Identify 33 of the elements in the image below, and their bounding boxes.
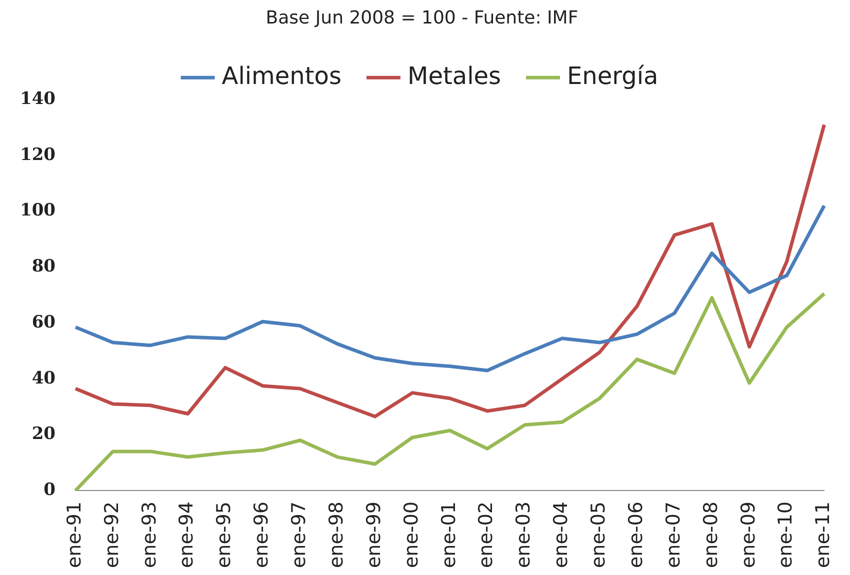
legend-label: Alimentos [222, 62, 342, 90]
y-tick-label: 80 [32, 256, 56, 277]
x-tick-label: ene-09 [737, 502, 760, 568]
x-tick-label: ene-94 [176, 502, 198, 568]
x-tick-label: ene-08 [700, 502, 722, 568]
x-tick-label: ene-01 [438, 502, 460, 568]
chart-subtitle: Base Jun 2008 = 100 - Fuente: IMF [266, 7, 578, 28]
y-tick-label: 20 [32, 424, 56, 444]
legend-label: Metales [407, 62, 502, 90]
x-tick-label: ene-93 [138, 502, 160, 568]
y-tick-label: 40 [32, 368, 56, 388]
x-tick-label: ene-97 [288, 502, 310, 568]
x-tick-label: ene-00 [400, 502, 422, 568]
x-tick-label: ene-11 [812, 502, 834, 568]
x-tick-label: ene-10 [774, 502, 797, 568]
x-tick-label: ene-91 [63, 502, 86, 568]
y-tick-label: 140 [20, 89, 56, 110]
x-tick-label: ene-92 [100, 502, 123, 568]
x-tick-label: ene-04 [550, 502, 572, 568]
x-tick-label: ene-95 [213, 502, 236, 568]
x-tick-label: ene-07 [662, 502, 684, 568]
x-tick-label: ene-06 [624, 502, 647, 568]
x-tick-label: ene-98 [325, 502, 348, 568]
y-tick-label: 60 [32, 312, 56, 332]
x-tick-label: ene-02 [475, 502, 498, 568]
y-tick-label: 0 [44, 480, 56, 500]
y-tick-label: 100 [20, 200, 56, 221]
x-tick-label: ene-96 [250, 502, 273, 568]
legend-label: Energía [567, 62, 658, 90]
x-tick-label: ene-05 [588, 502, 610, 568]
y-tick-label: 120 [20, 144, 56, 165]
x-tick-label: ene-03 [512, 502, 535, 568]
x-tick-label: ene-99 [362, 502, 385, 568]
